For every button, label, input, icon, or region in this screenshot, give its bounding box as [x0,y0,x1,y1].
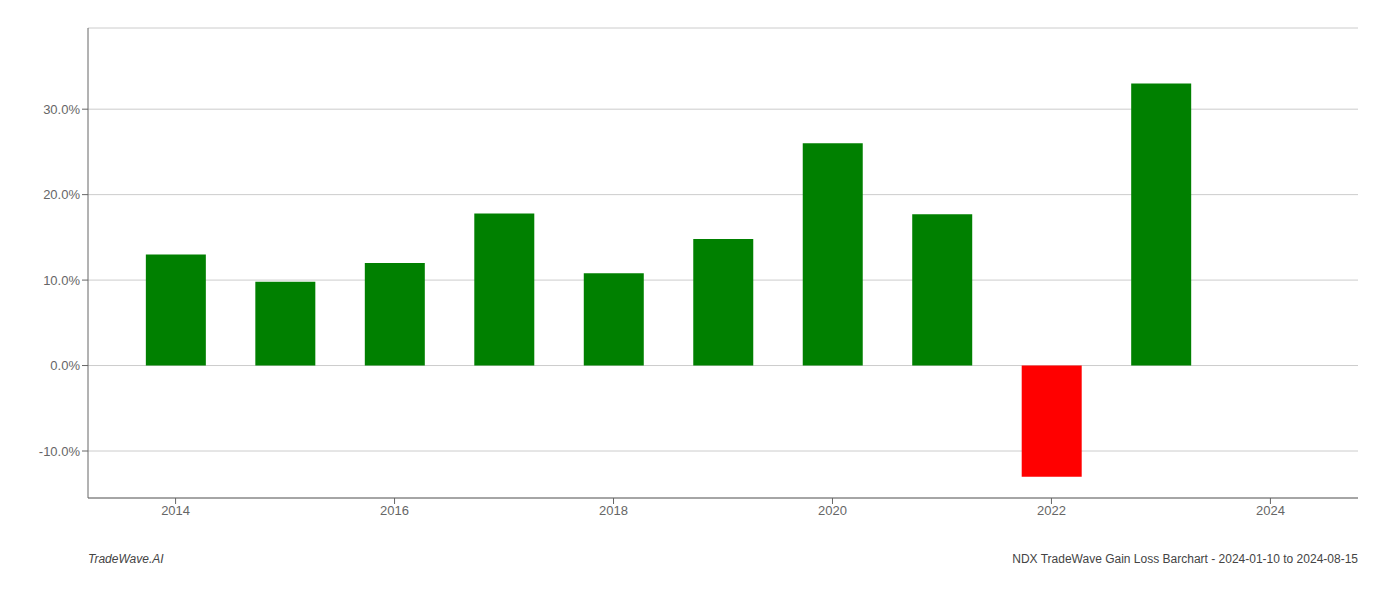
svg-text:0.0%: 0.0% [50,358,80,373]
svg-text:20.0%: 20.0% [43,187,80,202]
svg-text:-10.0%: -10.0% [39,444,81,459]
svg-text:30.0%: 30.0% [43,102,80,117]
svg-text:2024: 2024 [1256,503,1285,518]
svg-text:2020: 2020 [818,503,847,518]
svg-text:2018: 2018 [599,503,628,518]
svg-text:2016: 2016 [380,503,409,518]
svg-text:10.0%: 10.0% [43,273,80,288]
svg-text:2022: 2022 [1037,503,1066,518]
html-text:TradeWave.AI: TradeWave.AI [88,552,164,566]
svg-text:2014: 2014 [161,503,190,518]
html-text:NDX TradeWave Gain Loss Barcha: NDX TradeWave Gain Loss Barchart - 2024-… [1012,552,1358,566]
